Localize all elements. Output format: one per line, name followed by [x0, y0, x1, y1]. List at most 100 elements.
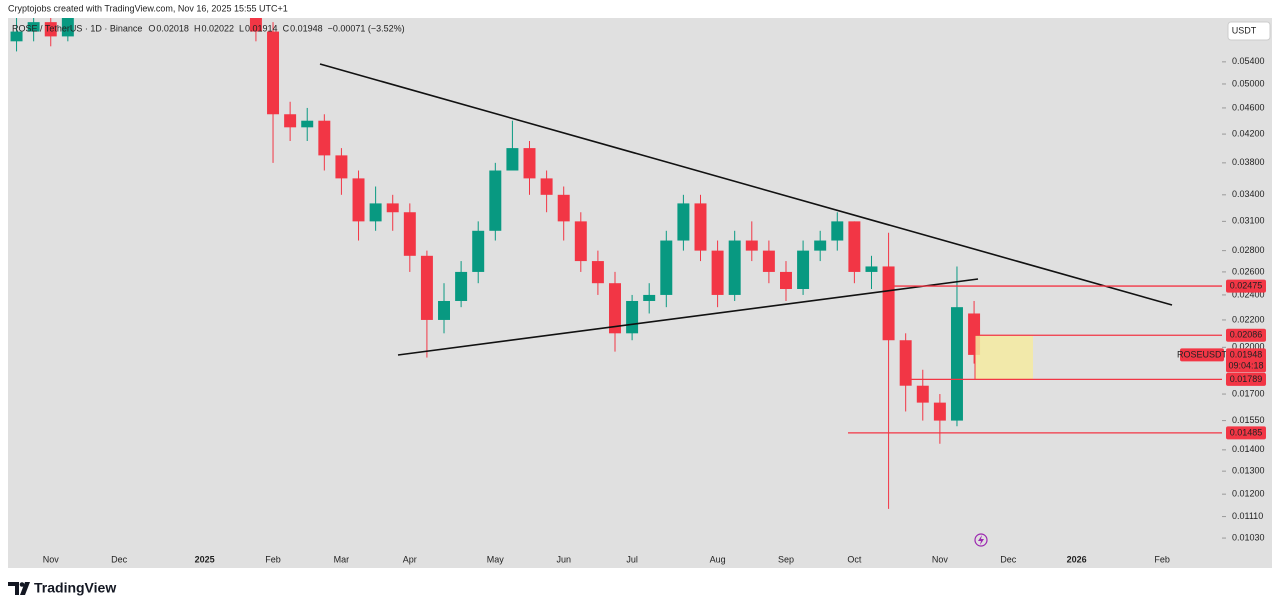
- candle-body: [609, 283, 621, 334]
- event-bolt: [978, 535, 984, 545]
- y-tick-label: 0.04200: [1232, 128, 1265, 138]
- candle-body: [438, 300, 450, 320]
- legend-value: 0.02018: [156, 23, 189, 33]
- candle-body: [643, 294, 656, 301]
- candle-body: [848, 221, 861, 272]
- candle-body: [301, 120, 314, 128]
- x-tick-label: Dec: [111, 554, 128, 564]
- price-line-tag: [1226, 279, 1266, 293]
- y-tick-label: 0.03400: [1232, 189, 1265, 199]
- x-tick-label: Dec: [1000, 554, 1017, 564]
- legend-change: −0.00071 (−3.52%): [328, 23, 405, 33]
- candle-body: [797, 250, 810, 290]
- candle-body: [335, 155, 348, 179]
- candle-body: [933, 402, 946, 421]
- x-tick-label: Jun: [556, 554, 571, 564]
- candle-body: [284, 114, 297, 128]
- candle-body: [574, 221, 587, 262]
- candle-body: [865, 266, 878, 272]
- candle-body: [950, 307, 963, 421]
- candle-body: [728, 240, 741, 295]
- x-tick-label: Mar: [334, 554, 350, 564]
- y-tick-label: 0.01200: [1232, 489, 1265, 499]
- candle-body: [369, 203, 382, 222]
- candle-body: [711, 250, 724, 295]
- x-tick-label: 2026: [1067, 554, 1087, 564]
- currency-label: USDT: [1232, 25, 1257, 35]
- candle-body: [694, 203, 707, 251]
- candle-body: [660, 240, 673, 295]
- x-tick-label: Nov: [932, 554, 949, 564]
- y-tick-label: 0.05000: [1232, 78, 1265, 88]
- y-tick-label: 0.01400: [1232, 444, 1265, 454]
- brand: TradingView: [34, 580, 116, 596]
- price-line-tag: [1226, 372, 1266, 386]
- x-tick-label: Jul: [626, 554, 638, 564]
- last-price-tag: [1226, 348, 1266, 373]
- candle-body: [472, 230, 485, 272]
- y-tick-label: 0.05400: [1232, 56, 1265, 66]
- candle-body: [899, 340, 912, 386]
- x-tick-label: Feb: [1154, 554, 1170, 564]
- x-tick-label: May: [487, 554, 505, 564]
- y-tick-label: 0.03800: [1232, 157, 1265, 167]
- legend-key: L: [239, 23, 244, 33]
- candle-body: [916, 385, 929, 403]
- x-tick-label: 2025: [195, 554, 215, 564]
- x-tick-label: Apr: [403, 554, 417, 564]
- y-tick-label: 0.02600: [1232, 266, 1265, 276]
- countdown-label: 09:04:18: [1228, 360, 1263, 370]
- trend-line: [319, 63, 1173, 306]
- trend-line: [397, 278, 979, 356]
- x-tick-label: Feb: [265, 554, 281, 564]
- symbol-tag: [1180, 348, 1224, 362]
- candle-body: [420, 255, 433, 320]
- currency-button[interactable]: [1227, 21, 1271, 41]
- candle-body: [677, 203, 690, 241]
- legend-key: H: [194, 23, 201, 33]
- candle-body: [27, 22, 40, 32]
- overlay: [319, 63, 1222, 434]
- y-tick-label: 0.02000: [1232, 342, 1265, 352]
- candle-body: [814, 240, 827, 251]
- price-line-label: 0.02086: [1230, 330, 1263, 340]
- logo-mark: [8, 582, 19, 595]
- candle-body: [249, 18, 262, 32]
- plot-area: [8, 18, 1272, 568]
- candle-body: [626, 300, 639, 334]
- y-tick-label: 0.04600: [1232, 102, 1265, 112]
- price-line-label: 0.01789: [1230, 374, 1263, 384]
- y-tick-label: 0.03100: [1232, 216, 1265, 226]
- candles: [10, 18, 981, 509]
- legend-value: 0.01914: [245, 23, 278, 33]
- candle-body: [403, 212, 416, 256]
- x-tick-label: Aug: [710, 554, 726, 564]
- target-zone: [975, 335, 1033, 380]
- legend-key: C: [283, 23, 290, 33]
- candle-body: [591, 261, 604, 284]
- y-tick-label: 0.02800: [1232, 245, 1265, 255]
- candle-body: [540, 178, 553, 195]
- price-line-label: 0.02475: [1230, 280, 1263, 290]
- candle-body: [968, 313, 981, 355]
- price-line-tag: [1226, 426, 1266, 440]
- legend-value: 0.01948: [290, 23, 323, 33]
- y-tick-label: 0.01700: [1232, 388, 1265, 398]
- last-price-label: 0.01948: [1230, 349, 1263, 359]
- x-tick-label: Oct: [847, 554, 862, 564]
- y-tick-label: 0.01110: [1232, 511, 1263, 521]
- candle-body: [523, 148, 536, 179]
- symbol-title: ROSE / TetherUS · 1D · Binance: [12, 23, 142, 33]
- credit: Cryptojobs created with TradingView.com,…: [8, 3, 288, 13]
- candle-body: [489, 170, 502, 231]
- candle-body: [762, 250, 775, 272]
- y-tick-label: 0.02200: [1232, 314, 1265, 324]
- x-tick-label: Nov: [43, 554, 60, 564]
- legend-key: O: [148, 23, 155, 33]
- candle-body: [882, 266, 895, 341]
- candle-body: [267, 31, 280, 115]
- event-icon[interactable]: [974, 533, 988, 547]
- logo-mark: [20, 582, 30, 595]
